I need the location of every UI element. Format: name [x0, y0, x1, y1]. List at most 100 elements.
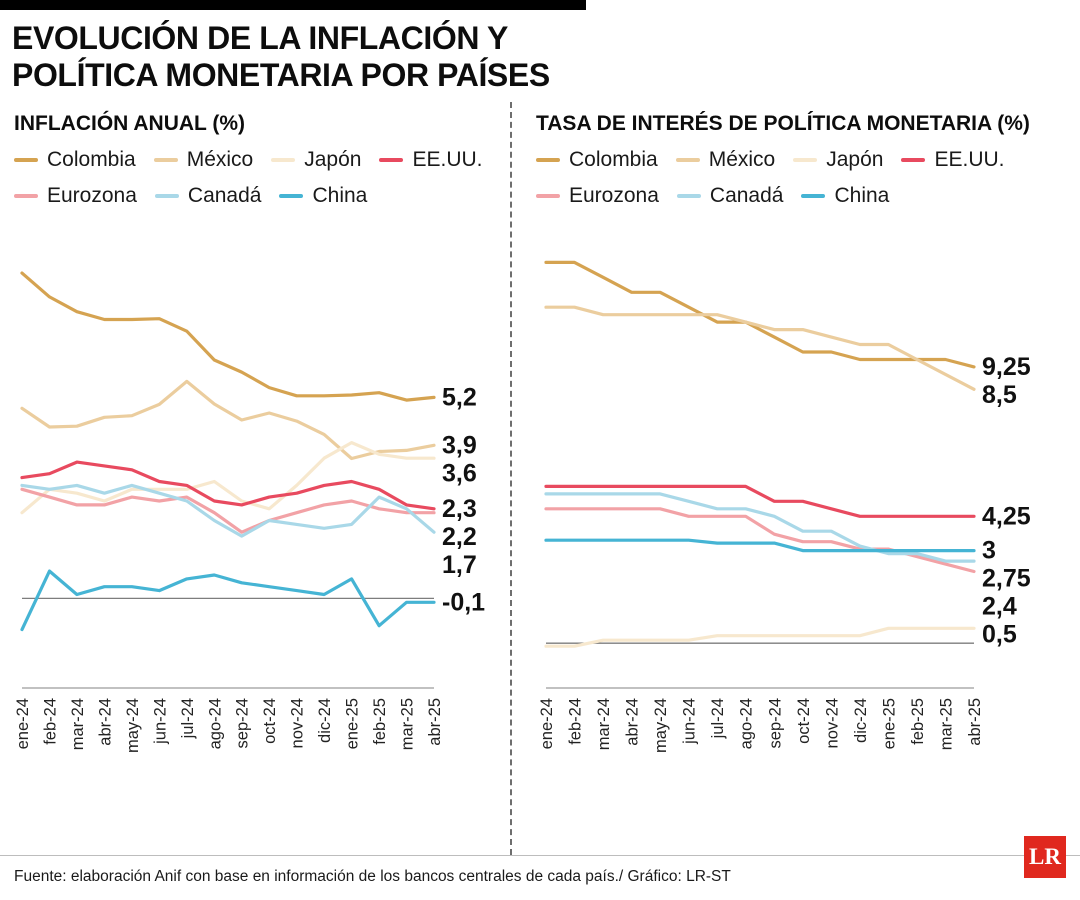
end-label-japon: 0,5	[982, 621, 1017, 649]
x-tick-label: nov-24	[289, 698, 307, 748]
x-tick-label: dic-24	[852, 698, 870, 743]
policy-rate-chart: ene-24 feb-24 mar-24 abr-24 may-24 jun-24 jul-…	[538, 261, 1031, 753]
legend-item-mexico: México	[675, 148, 776, 172]
legend-marker-mexico	[153, 158, 178, 163]
legend-marker-japon	[793, 158, 818, 163]
end-label-china: -0,1	[442, 589, 485, 617]
series-line-canada	[20, 484, 436, 538]
legend-marker-ee-uu	[379, 158, 404, 163]
series-line-ee-uu	[544, 485, 976, 519]
legend-label: México	[708, 148, 776, 172]
x-tick-label: oct-24	[795, 698, 813, 744]
x-tick-label: ene-25	[344, 698, 362, 749]
x-tick-label: jun-24	[681, 698, 699, 745]
end-label-ee-uu: 2,3	[442, 495, 477, 523]
legend-item-eurozona: Eurozona	[536, 184, 659, 208]
page-title-line2: POLÍTICA MONETARIA POR PAÍSES	[12, 57, 550, 94]
legend-marker-eurozona	[536, 194, 560, 199]
x-tick-label: mar-24	[595, 698, 613, 750]
x-tick-label: sep-24	[234, 698, 252, 748]
end-label-colombia: 5,2	[442, 384, 477, 412]
page-title: EVOLUCIÓN DE LA INFLACIÓN Y POLÍTICA MON…	[12, 20, 1080, 94]
panel-title-policy-rate: TASA DE INTERÉS DE POLÍTICA MONETARIA (%…	[536, 112, 1030, 136]
page-title-line1: EVOLUCIÓN DE LA INFLACIÓN Y	[12, 20, 508, 56]
end-label-japon: 3,6	[442, 460, 477, 488]
x-tick-label: ago-24	[206, 698, 224, 749]
x-tick-label: ago-24	[738, 698, 756, 749]
series-line-eurozona	[20, 487, 436, 535]
x-tick-label: mar-25	[937, 698, 955, 750]
x-tick-label: jul-24	[709, 698, 727, 739]
x-tick-label: feb-25	[371, 698, 389, 745]
x-tick-label: feb-25	[909, 698, 927, 745]
series-line-ee-uu	[20, 460, 436, 511]
top-rule	[0, 0, 586, 10]
legend-item-japon: Japón	[793, 148, 883, 172]
series-line-mexico	[544, 305, 976, 392]
legend-marker-eurozona	[14, 194, 38, 199]
x-tick-label: may-24	[124, 698, 142, 753]
legend-label: México	[186, 148, 254, 172]
legend-item-canada: Canadá	[676, 184, 784, 208]
legend-item-colombia: Colombia	[14, 148, 136, 172]
legend-marker-ee-uu	[901, 158, 926, 163]
x-tick-label: oct-24	[261, 698, 279, 744]
footer: Fuente: elaboración Anif con base en inf…	[0, 855, 1080, 900]
series-line-colombia	[20, 271, 436, 402]
x-tick-label: abr-25	[966, 698, 984, 746]
x-tick-label: mar-25	[399, 698, 417, 750]
legend-item-mexico: México	[153, 148, 254, 172]
x-tick-label: ene-24	[14, 698, 32, 749]
source-note: Fuente: elaboración Anif con base en inf…	[14, 868, 731, 885]
series-line-china	[20, 569, 436, 632]
legend-policy-rate: Colombia México Japón EE.UU. Eurozona Canadá C…	[536, 148, 1080, 220]
end-label-canada: 2,75	[982, 565, 1031, 593]
legend-item-china: China	[801, 184, 889, 208]
x-tick-label: mar-24	[69, 698, 87, 750]
x-tick-label: jun-24	[151, 698, 169, 745]
legend-marker-colombia	[14, 158, 38, 163]
x-tick-label: ene-25	[880, 698, 898, 749]
lr-logo: LR	[1024, 836, 1066, 878]
legend-row: Eurozona Canadá China	[536, 184, 1080, 208]
end-label-eurozona: 2,2	[442, 523, 477, 551]
x-tick-label: may-24	[652, 698, 670, 753]
series-line-japon	[20, 441, 436, 515]
end-label-ee-uu: 4,25	[982, 503, 1031, 531]
legend-label: China	[834, 184, 890, 208]
legend-item-ee-uu: EE.UU.	[379, 148, 482, 172]
panel-title-inflation: INFLACIÓN ANUAL (%)	[14, 112, 245, 136]
legend-marker-canada	[676, 194, 701, 199]
panel-inflation: INFLACIÓN ANUAL (%) Colombia México Japón E…	[14, 102, 510, 855]
legend-marker-colombia	[536, 158, 560, 163]
inflation-chart: ene-24 feb-24 mar-24 abr-24 may-24 jun-24 jul-…	[14, 271, 485, 753]
legend-marker-canada	[154, 194, 179, 199]
series-line-mexico	[20, 380, 436, 461]
legend-item-canada: Canadá	[154, 184, 262, 208]
end-label-eurozona: 2,4	[982, 593, 1017, 621]
series-line-canada	[544, 492, 976, 563]
end-label-china: 3	[982, 537, 996, 565]
x-tick-label: ene-24	[538, 698, 556, 749]
legend-row: Eurozona Canadá China	[14, 184, 510, 208]
x-tick-label: feb-24	[567, 698, 585, 745]
x-tick-label: abr-24	[624, 698, 642, 746]
end-label-canada: 1,7	[442, 551, 477, 579]
x-tick-label: dic-24	[316, 698, 334, 743]
legend-label: Canadá	[187, 184, 262, 208]
legend-label: Canadá	[709, 184, 784, 208]
legend-marker-mexico	[675, 158, 700, 163]
charts-row: INFLACIÓN ANUAL (%) Colombia México Japón E…	[0, 96, 1080, 855]
series-line-japon	[544, 626, 976, 649]
legend-label: Japón	[826, 148, 884, 172]
series-line-colombia	[544, 261, 976, 369]
end-label-mexico: 8,5	[982, 381, 1017, 409]
x-tick-label: abr-25	[426, 698, 444, 746]
x-tick-label: feb-24	[41, 698, 59, 745]
legend-item-eurozona: Eurozona	[14, 184, 137, 208]
legend-label: Colombia	[47, 148, 136, 172]
legend-marker-china	[279, 194, 304, 199]
series-line-china	[544, 538, 976, 553]
legend-item-colombia: Colombia	[536, 148, 658, 172]
legend-marker-japon	[271, 158, 296, 163]
